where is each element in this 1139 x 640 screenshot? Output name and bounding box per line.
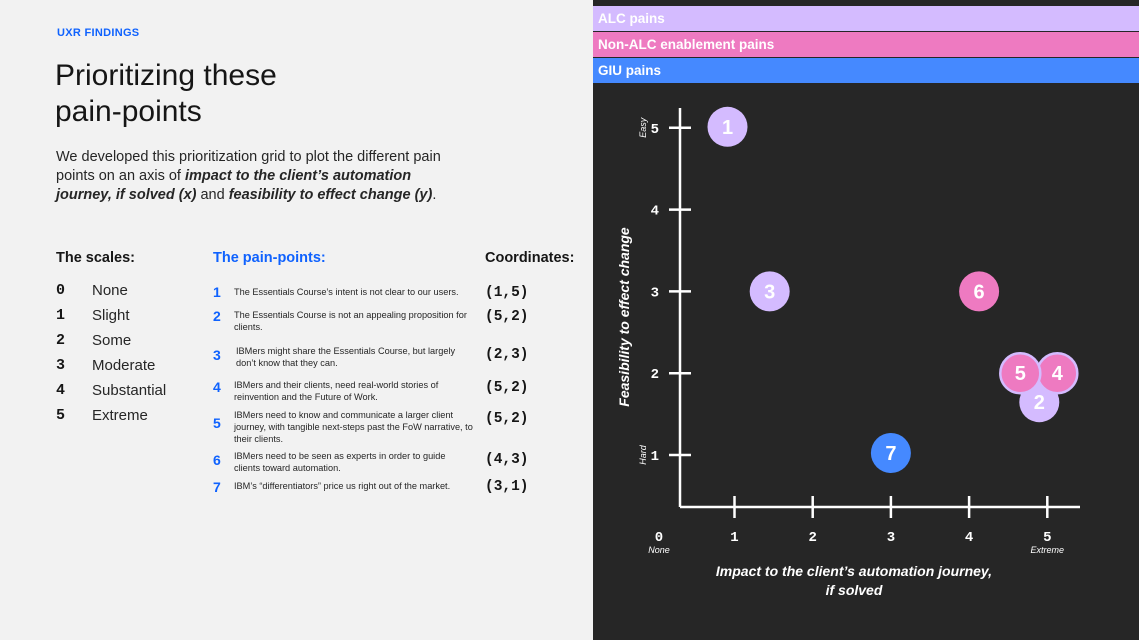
eyebrow-label: UXR FINDINGS <box>57 27 140 39</box>
coordinate-value: (4,3) <box>485 452 529 468</box>
scale-value: 1 <box>56 307 66 324</box>
pain-points-heading: The pain-points: <box>213 250 326 266</box>
scale-label: Slight <box>92 307 130 324</box>
scale-value: 0 <box>56 282 66 299</box>
pain-point-number: 7 <box>213 479 221 495</box>
data-point-3 <box>749 271 790 312</box>
findings-panel: UXR FINDINGS Prioritizing these pain-poi… <box>55 27 575 495</box>
scale-value: 4 <box>56 382 66 399</box>
pain-point-text: The Essentials Course’s intent is not cl… <box>234 287 459 297</box>
coordinate-value: (1,5) <box>485 285 529 301</box>
description: We developed this prioritization grid to… <box>56 148 456 205</box>
x-tick-label: 2 <box>808 530 816 546</box>
scale-label: Extreme <box>92 407 148 424</box>
pain-point-number: 2 <box>213 308 221 324</box>
x-tick-label: 1 <box>730 530 738 546</box>
data-point-label: 1 <box>722 117 733 139</box>
pain-point-number: 3 <box>213 347 221 363</box>
scale-value: 3 <box>56 357 66 374</box>
y-tick-label: 5 <box>651 122 659 138</box>
coordinate-value: (5,2) <box>485 380 529 396</box>
data-point-5 <box>999 351 1042 395</box>
pain-point-text: IBM’s “differentiators” price us right o… <box>234 481 451 491</box>
data-point-6 <box>959 271 1000 312</box>
data-point-7 <box>870 433 911 473</box>
chart-panel: ALC pains Non-ALC enablement pains GIU p… <box>593 0 1139 640</box>
x-tick-label: 0 <box>655 530 663 546</box>
y-tick-note: Hard <box>638 444 648 465</box>
coordinate-value: (5,2) <box>485 411 529 427</box>
legend-non-alc-pains: Non-ALC enablement pains <box>593 32 1139 57</box>
data-point-1 <box>707 106 748 147</box>
y-axis-title: Feasibility to effect change <box>616 227 632 407</box>
pain-point-text: IBMers and their clients, need real-worl… <box>234 380 439 402</box>
scales-heading: The scales: <box>56 250 135 266</box>
y-tick-label: 2 <box>651 367 659 383</box>
pain-point-number: 4 <box>213 379 221 395</box>
x-tick-note: None <box>648 545 670 555</box>
legend-giu-pains: GIU pains <box>593 58 1139 83</box>
scale-label: Substantial <box>92 382 167 399</box>
data-point-label: 2 <box>1034 392 1045 414</box>
description-y-axis: feasibility to effect change (y) <box>228 187 433 203</box>
coordinate-value: (5,2) <box>485 309 529 325</box>
scale-label: None <box>92 282 128 299</box>
description-text: . <box>432 187 437 203</box>
data-point-label: 4 <box>1052 363 1064 385</box>
scale-value: 2 <box>56 332 66 349</box>
pain-point-text: IBMers need to be seen as experts in ord… <box>234 451 446 473</box>
description-text: We developed this prioritization grid to… <box>56 149 441 184</box>
data-point-label: 7 <box>885 443 896 465</box>
coordinate-value: (2,3) <box>485 347 529 363</box>
scale-label: Some <box>92 332 132 349</box>
y-tick-note: Easy <box>638 117 648 138</box>
pain-point-text: IBMers need to know and communicate a la… <box>234 410 473 444</box>
page-title: Prioritizing these pain-points <box>55 59 277 128</box>
x-tick-label: 4 <box>965 530 973 546</box>
x-tick-label: 5 <box>1043 530 1051 546</box>
pain-point-number: 1 <box>213 284 221 300</box>
data-point-label: 3 <box>764 281 775 303</box>
x-tick-note: Extreme <box>1031 545 1065 555</box>
pain-point-text: IBMers might share the Essentials Course… <box>236 346 456 368</box>
legend-alc-pains: ALC pains <box>593 6 1139 31</box>
pain-point-number: 5 <box>213 415 221 431</box>
pain-point-text: The Essentials Course is not an appealin… <box>234 310 467 332</box>
coordinate-value: (3,1) <box>485 479 529 495</box>
data-point-label: 6 <box>974 281 985 303</box>
description-x-axis: impact to the client’s automation journe… <box>56 168 412 203</box>
coordinates-heading: Coordinates: <box>485 250 575 266</box>
x-tick-label: 3 <box>887 530 895 546</box>
scale-value: 5 <box>56 407 66 424</box>
data-point-label: 5 <box>1015 363 1026 385</box>
y-tick-label: 1 <box>651 449 659 465</box>
y-tick-label: 4 <box>651 204 659 220</box>
scale-label: Moderate <box>92 357 156 374</box>
x-axis-title: if solved <box>826 582 883 598</box>
x-axis-title: Impact to the client’s automation journe… <box>716 563 992 579</box>
description-text: and <box>196 187 229 203</box>
y-tick-label: 3 <box>651 285 659 301</box>
pain-point-number: 6 <box>213 452 221 468</box>
